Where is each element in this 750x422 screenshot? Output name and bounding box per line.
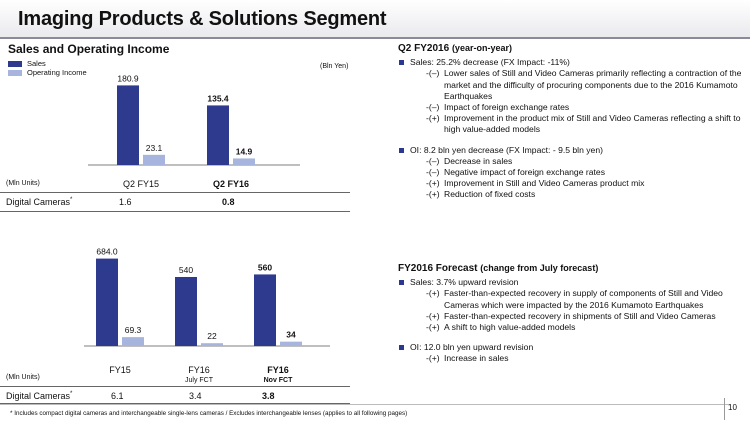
bullet-square-icon	[399, 280, 404, 286]
data-label: 135.4	[207, 93, 229, 103]
legend-label-sales: Sales	[27, 59, 46, 68]
bar-sales	[117, 85, 139, 165]
bullet-square-icon	[399, 60, 404, 66]
legend-item-oi: Operating Income	[8, 68, 87, 77]
title-divider	[0, 37, 750, 39]
legend-item-sales: Sales	[8, 59, 87, 68]
bottom-table-row-label: Digital Cameras*	[6, 391, 73, 401]
q2-oi-item: -(+) Reduction of fixed costs	[426, 189, 536, 200]
bar-sales	[175, 276, 197, 346]
data-label: 560	[258, 262, 272, 272]
top-table-unit: (Mln Units)	[6, 180, 40, 187]
q2-oi-item: -(+) Improvement in Still and Video Camer…	[426, 178, 645, 189]
bar-operating-income	[122, 337, 144, 346]
q2-oi-bullet: OI: 8.2 bln yen decrease (FX Impact: - 9…	[398, 145, 743, 156]
quarterly-bar-chart: 180.9 23.1 Q2 FY15 135.4 14.9 Q2 FY16	[88, 73, 300, 189]
bullet-square-icon	[399, 147, 404, 153]
bar-sales	[254, 274, 276, 346]
bullet-square-icon	[399, 345, 404, 351]
q2-sales-item: -(–) Impact of foreign exchange rates	[426, 102, 570, 113]
bar-operating-income	[233, 158, 255, 165]
bottom-table-rule-bottom	[0, 403, 350, 404]
data-label: 540	[179, 265, 193, 275]
q2-sales-item: -(+) Improvement in the product mix of St…	[426, 113, 741, 135]
fy-sales-item: -(+) Faster-than-expected recovery in sup…	[426, 288, 723, 310]
top-table-value-q2fy15: 1.6	[119, 197, 132, 207]
data-label: 684.0	[96, 247, 118, 257]
legend-swatch-sales	[8, 60, 22, 67]
page-title: Imaging Products & Solutions Segment	[18, 8, 387, 30]
data-label: 69.3	[125, 325, 142, 335]
data-label: 22	[207, 331, 217, 341]
q2-oi-item: -(–) Negative impact of foreign exchange …	[426, 167, 605, 178]
q2-sales-item: -(–) Lower sales of Still and Video Camer…	[426, 68, 742, 101]
footer-divider	[0, 404, 730, 405]
top-table-rule-bottom	[0, 211, 350, 212]
x-tick-label: Q2 FY15	[123, 179, 159, 189]
data-label: 34	[286, 330, 296, 340]
fy-oi-item: -(+) Increase in sales	[426, 353, 509, 364]
bottom-table-value-july-fct: 3.4	[189, 391, 202, 401]
q2-section: Q2 FY2016 (year-on-year) Sales: 25.2% de…	[398, 43, 743, 201]
x-tick-label: FY16	[188, 365, 210, 375]
data-label: 14.9	[236, 146, 253, 156]
page-number: 10	[728, 403, 737, 412]
x-tick-label: FY15	[109, 365, 131, 375]
unit-label-bln-yen: (Bln Yen)	[320, 63, 349, 70]
data-label: 180.9	[117, 73, 139, 83]
bottom-table-value-nov-fct: 3.8	[262, 391, 275, 401]
bar-sales	[96, 258, 118, 346]
title-bar: Imaging Products & Solutions Segment	[0, 0, 750, 38]
top-table-value-q2fy16: 0.8	[222, 197, 235, 207]
x-tick-label: Nov FCT	[264, 377, 294, 384]
bottom-table-value-fy15: 6.1	[111, 391, 124, 401]
bar-operating-income	[201, 343, 223, 346]
q2-sales-bullet: Sales: 25.2% decrease (FX Impact: -11%)	[398, 57, 743, 68]
bar-sales	[207, 105, 229, 165]
legend-label-oi: Operating Income	[27, 68, 87, 77]
fy-sales-item: -(+) Faster-than-expected recovery in shi…	[426, 310, 716, 321]
bar-operating-income	[143, 154, 165, 165]
annual-bar-chart: 684.0 69.3 FY15 540 22 FY16 July FCT 560 34 FY16 N…	[84, 247, 330, 384]
chart-title: Sales and Operating Income	[8, 42, 170, 56]
q2-oi-item: -(–) Decrease in sales	[426, 155, 513, 166]
fy-section-title: FY2016 Forecast (change from July foreca…	[398, 263, 599, 274]
x-tick-label: July FCT	[185, 377, 214, 384]
fy-oi-bullet: OI: 12.0 bln yen upward revision	[398, 342, 743, 353]
legend-swatch-oi	[8, 69, 22, 76]
chart-legend: Sales Operating Income	[8, 59, 87, 77]
top-table-rule-top	[0, 192, 350, 193]
x-tick-label: Q2 FY16	[213, 179, 249, 189]
page-number-divider	[724, 398, 725, 420]
bottom-table-unit: (Mln Units)	[6, 374, 40, 381]
q2-section-title: Q2 FY2016 (year-on-year)	[398, 43, 512, 54]
bar-operating-income	[280, 341, 302, 346]
fy-forecast-section: FY2016 Forecast (change from July foreca…	[398, 263, 743, 365]
x-tick-label: FY16	[267, 365, 289, 375]
fy-sales-item: -(+) A shift to high value-added models	[426, 322, 576, 333]
fy-sales-bullet: Sales: 3.7% upward revision	[398, 277, 743, 288]
footnote: * Includes compact digital cameras and i…	[10, 410, 408, 417]
bottom-table-rule-top	[0, 386, 350, 387]
data-label: 23.1	[146, 143, 163, 153]
top-table-row-label: Digital Cameras*	[6, 197, 73, 207]
